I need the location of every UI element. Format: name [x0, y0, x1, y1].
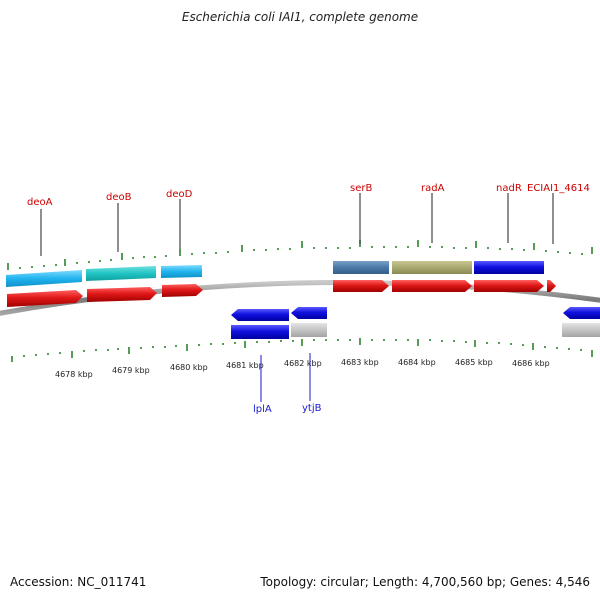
kbp-label: 4682 kbp: [284, 359, 322, 368]
kbp-label: 4680 kbp: [170, 363, 208, 372]
cds-arrow-ytjB: [291, 307, 327, 319]
gene-label-nadR[interactable]: nadR: [496, 183, 522, 194]
gene-label-ytjB[interactable]: ytjB: [302, 403, 322, 414]
kbp-label: 4686 kbp: [512, 359, 550, 368]
kbp-label: 4679 kbp: [112, 366, 150, 375]
kbp-label: 4678 kbp: [55, 370, 93, 379]
feature-bar-deoD: [161, 265, 202, 278]
cds-arrow-radA: [392, 280, 472, 292]
kbp-label: 4684 kbp: [398, 358, 436, 367]
gene-label-radA[interactable]: radA: [421, 183, 445, 194]
feature-bar-deoA: [6, 270, 82, 287]
cds-arrow-lplA: [231, 309, 289, 321]
upper-feature-track: [6, 261, 544, 287]
kbp-label: 4685 kbp: [455, 358, 493, 367]
forward-cds-track: [7, 280, 556, 307]
gene-label-deoD[interactable]: deoD: [166, 189, 193, 200]
cds-arrow-deoD: [162, 284, 203, 297]
feature-bar-lplA: [231, 325, 289, 339]
feature-bar-radA: [392, 261, 472, 274]
kbp-label: 4683 kbp: [341, 358, 379, 367]
gene-label-ECIAI1_4614[interactable]: ECIAI1_4614: [527, 183, 590, 194]
accession-text: Accession: NC_011741: [10, 575, 147, 589]
kbp-label: 4681 kbp: [226, 361, 264, 370]
feature-bar-right-edge: [562, 323, 600, 337]
feature-bar-serB: [333, 261, 389, 274]
top-leader-lines: [40, 193, 554, 256]
genome-summary-text: Topology: circular; Length: 4,700,560 bp…: [260, 575, 590, 589]
cds-arrow-deoA: [7, 290, 83, 307]
upper-ticks: [7, 240, 593, 270]
lower-feature-track: [231, 323, 600, 339]
feature-bar-nadR: [474, 261, 544, 274]
genome-title: Escherichia coli IAI1, complete genome: [181, 10, 419, 24]
cds-arrow-deoB: [87, 287, 157, 302]
gene-label-lplA[interactable]: lplA: [253, 404, 272, 415]
cds-arrow-serB: [333, 280, 389, 292]
lower-ticks: [11, 338, 593, 362]
gene-label-serB[interactable]: serB: [350, 183, 372, 194]
bottom-leader-lines: [260, 353, 311, 402]
gene-label-deoA[interactable]: deoA: [27, 197, 53, 208]
feature-bar-ytjB: [291, 323, 327, 337]
cds-arrow-nadR: [474, 280, 544, 292]
cds-arrow-ECIAI1_4614: [547, 280, 556, 292]
gene-label-deoB[interactable]: deoB: [106, 192, 132, 203]
reverse-cds-track: [231, 307, 600, 321]
feature-bar-deoB: [86, 266, 156, 281]
cds-arrow-right-edge: [563, 307, 600, 319]
